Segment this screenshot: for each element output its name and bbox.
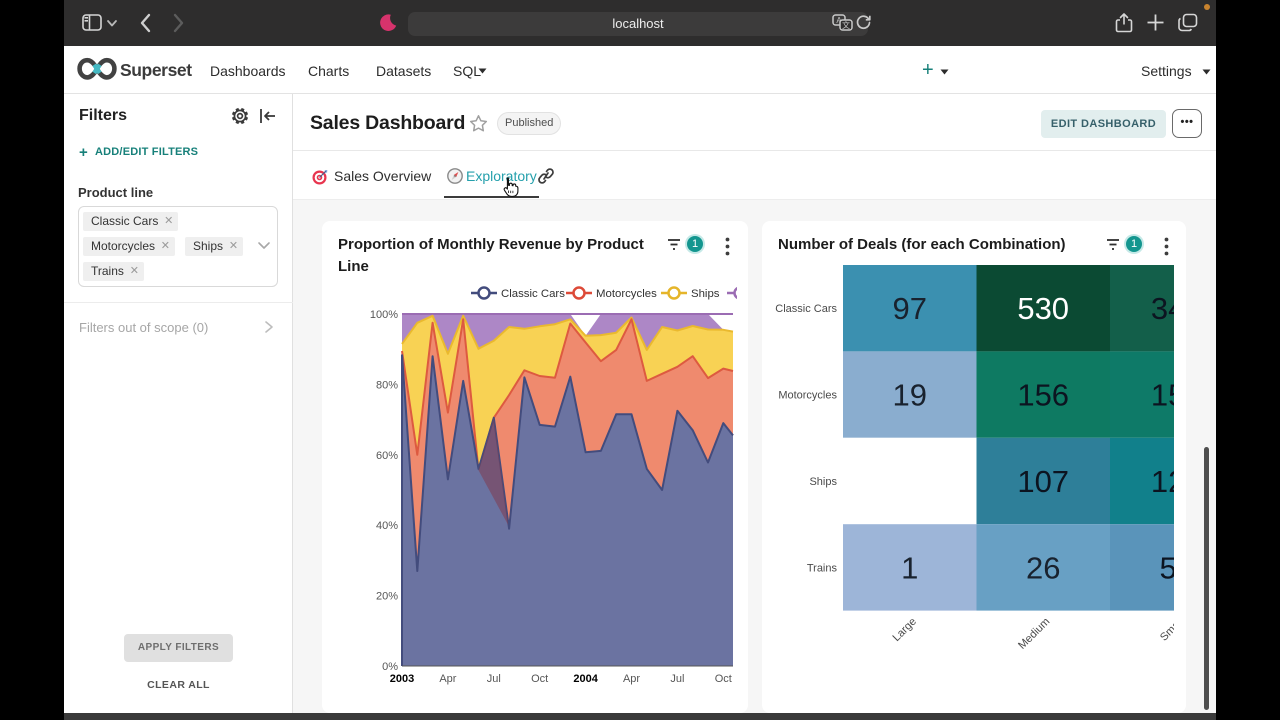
svg-text:345: 345 <box>1151 291 1174 326</box>
svg-text:Motorcycles: Motorcycles <box>778 390 837 402</box>
svg-text:1: 1 <box>901 550 918 585</box>
svg-text:Medium: Medium <box>1016 616 1052 652</box>
svg-text:Apr: Apr <box>439 673 456 685</box>
svg-text:Classic Cars: Classic Cars <box>775 303 837 315</box>
svg-text:2003: 2003 <box>390 673 414 685</box>
svg-text:Oct: Oct <box>531 673 548 685</box>
svg-text:122: 122 <box>1151 464 1174 499</box>
svg-text:Large: Large <box>891 616 919 644</box>
svg-text:Trains: Trains <box>807 562 838 574</box>
svg-text:文: 文 <box>842 20 850 30</box>
svg-text:97: 97 <box>893 291 927 326</box>
svg-text:530: 530 <box>1017 291 1069 326</box>
svg-text:156: 156 <box>1017 378 1069 413</box>
svg-text:151: 151 <box>1151 378 1174 413</box>
svg-text:100%: 100% <box>370 309 398 321</box>
svg-text:Jul: Jul <box>670 673 684 685</box>
svg-text:60%: 60% <box>376 450 398 462</box>
svg-text:40%: 40% <box>376 520 398 532</box>
svg-text:Ships: Ships <box>691 288 720 300</box>
svg-text:80%: 80% <box>376 379 398 391</box>
svg-text:2004: 2004 <box>573 673 598 685</box>
svg-text:A: A <box>836 16 842 25</box>
svg-text:54: 54 <box>1160 550 1174 585</box>
svg-text:Jul: Jul <box>487 673 501 685</box>
svg-text:107: 107 <box>1017 464 1069 499</box>
svg-text:19: 19 <box>893 378 927 413</box>
svg-text:20%: 20% <box>376 591 398 603</box>
svg-text:0%: 0% <box>382 661 398 673</box>
svg-text:Small: Small <box>1158 616 1174 644</box>
svg-text:Apr: Apr <box>623 673 640 685</box>
svg-text:Classic Cars: Classic Cars <box>501 288 565 300</box>
svg-text:Oct: Oct <box>715 673 732 685</box>
svg-text:Ships: Ships <box>809 476 837 488</box>
svg-text:26: 26 <box>1026 550 1060 585</box>
svg-text:Motorcycles: Motorcycles <box>596 288 657 300</box>
